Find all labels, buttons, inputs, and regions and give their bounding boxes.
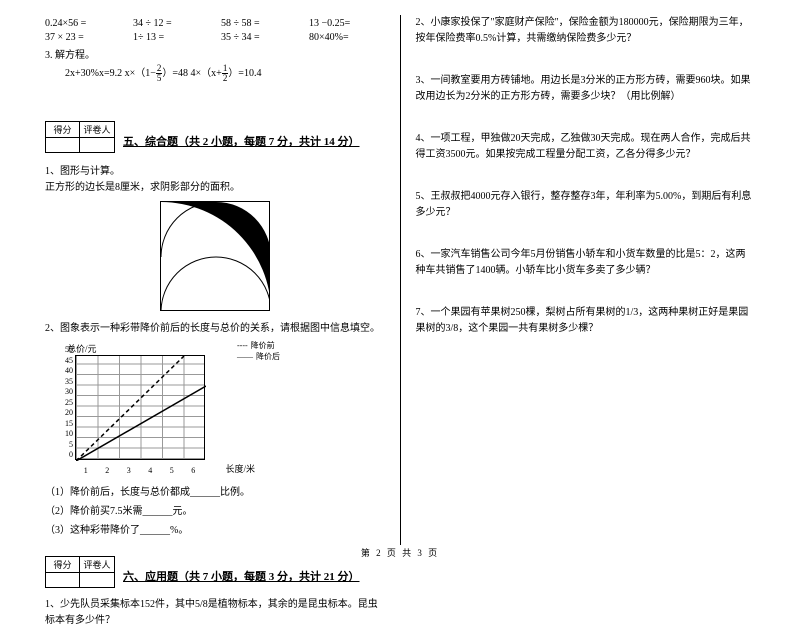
right-q7: 7、一个果园有苹果树250棵，梨树占所有果树的1/3，这两种果树正好是果园果树的…	[416, 305, 756, 337]
section-5-title: 五、综合题（共 2 小题，每题 7 分，共计 14 分）	[123, 133, 360, 149]
right-q6: 6、一家汽车销售公司今年5月份销售小轿车和小货车数量的比是5：2，这两种车共销售…	[416, 247, 756, 279]
geometry-figure	[160, 201, 270, 311]
score-label: 得分	[46, 122, 79, 138]
reviewer-label-6: 评卷人	[80, 557, 114, 573]
eq-2c: 35 ÷ 34 =	[221, 32, 291, 43]
eq-line-a: 2x+30%x=9.2 x×（1−	[65, 68, 156, 79]
legend-after: 降价后	[256, 351, 280, 362]
q3-title: 3. 解方程。	[45, 46, 385, 61]
eq-1b: 34 ÷ 12 =	[133, 18, 203, 29]
x-axis: 12 34 56	[75, 466, 204, 475]
score-box-6: 得分 评卷人	[45, 556, 115, 588]
eq-2b: 1÷ 13 =	[133, 32, 203, 43]
eq-2d: 80×40%=	[309, 32, 379, 43]
right-q5: 5、王叔叔把4000元存入银行，整存整存3年，年利率为5.00%，到期后有利息多…	[416, 189, 756, 221]
score-box-5: 得分 评卷人	[45, 121, 115, 153]
section-6-title: 六、应用题（共 7 小题，每题 3 分，共计 21 分）	[123, 568, 360, 584]
q5-1: 1、图形与计算。	[45, 162, 385, 177]
right-q3: 3、一间教室要用方砖铺地。用边长是3分米的正方形方砖，需要960块。如果改用边长…	[416, 73, 756, 105]
score-label-6: 得分	[46, 557, 79, 573]
right-q4: 4、一项工程，甲独做20天完成，乙独做30天完成。现在两人合作，完成后共得工资3…	[416, 131, 756, 163]
x-axis-label: 长度/米	[225, 462, 255, 475]
right-q2: 2、小康家投保了"家庭财产保险"，保险金额为180000元，保险期限为三年，按年…	[416, 15, 756, 47]
eq-line-c: ）=10.4	[228, 68, 261, 79]
eq-2a: 37 × 23 =	[45, 32, 115, 43]
right-column: 2、小康家投保了"家庭财产保险"，保险金额为180000元，保险期限为三年，按年…	[401, 15, 771, 545]
legend-dash: ----	[237, 341, 248, 350]
eq-1a: 0.24×56 =	[45, 18, 115, 29]
q5-2a: （1）降价前后，长度与总价都成______比例。	[45, 485, 385, 501]
y-axis: 5045 4035 3025 2015 105 0	[55, 345, 73, 461]
q5-2b: （2）降价前买7.5米需______元。	[45, 504, 385, 520]
q6-1: 1、少先队员采集标本152件，其中5/8是植物标本，其余的是昆虫标本。昆虫标本有…	[45, 597, 385, 629]
legend-solid: ——	[237, 352, 253, 361]
eq-1d: 13 −0.25=	[309, 18, 379, 29]
eq-line-b: ）=48 4×（x+	[162, 68, 221, 79]
reviewer-label: 评卷人	[80, 122, 114, 138]
eq-1c: 58 ÷ 58 =	[221, 18, 291, 29]
page-footer: 第 2 页 共 3 页	[0, 546, 800, 559]
legend-before: 降价前	[251, 340, 275, 351]
q5-2: 2、图象表示一种彩带降价前后的长度与总价的关系，请根据图中信息填空。	[45, 321, 385, 337]
q5-1-text: 正方形的边长是8厘米，求阴影部分的面积。	[45, 180, 385, 196]
price-chart: 总价/元 ---- 降价前 —— 降价后 5045 4035 3025 2015…	[55, 345, 225, 475]
q5-2c: （3）这种彩带降价了______%。	[45, 523, 385, 539]
